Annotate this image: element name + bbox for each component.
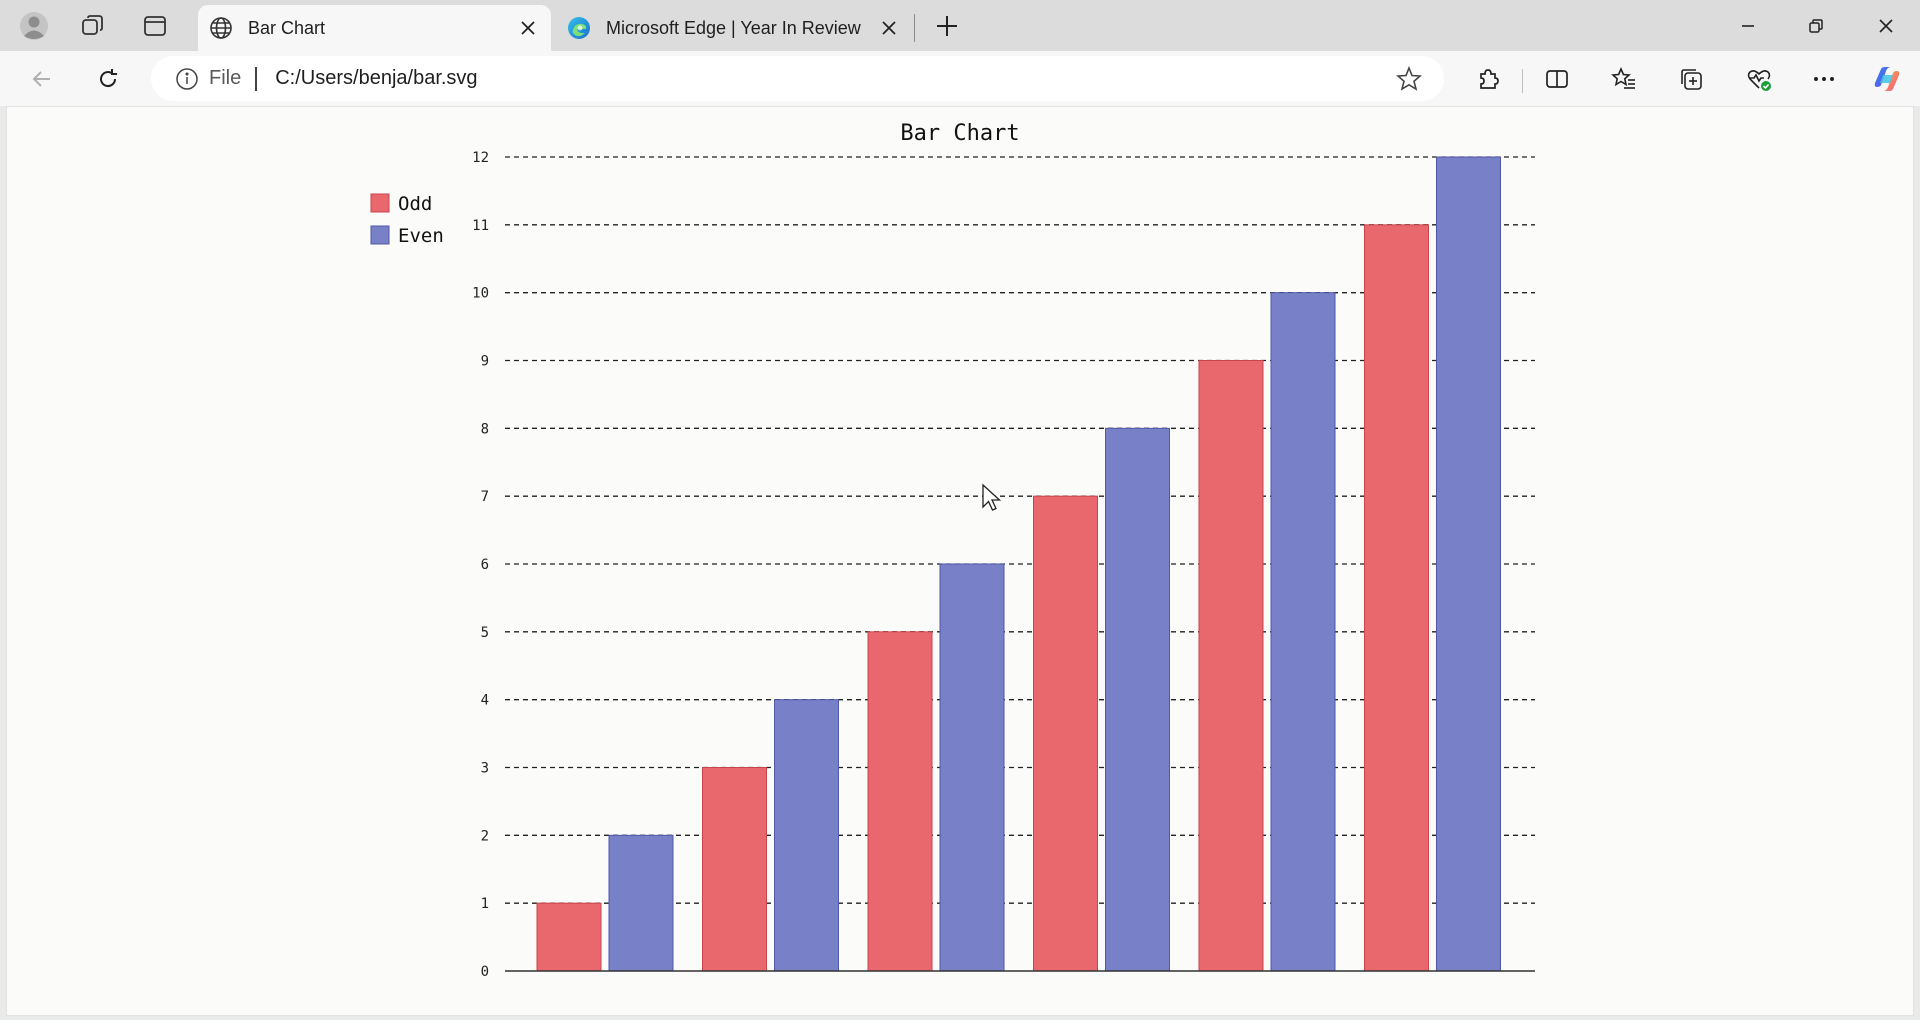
- gridlines: [505, 156, 1535, 904]
- scheme-label: File: [209, 67, 242, 89]
- more-dots-icon: [1814, 77, 1834, 81]
- close-icon: [1879, 18, 1893, 33]
- split-screen-icon: [1546, 70, 1568, 88]
- y-tick-label: 1: [481, 896, 489, 912]
- y-tick-label: 3: [481, 761, 489, 777]
- arrow-left-icon: [32, 71, 50, 87]
- site-info-button[interactable]: [175, 67, 199, 91]
- url-text[interactable]: C:/Users/benja/bar.svg: [275, 67, 478, 89]
- minimize-icon: [1742, 24, 1754, 27]
- y-tick-label: 10: [472, 286, 489, 302]
- legend: Odd Even: [370, 193, 444, 247]
- edge-logo-icon: [568, 17, 590, 39]
- collections-icon: [1681, 69, 1702, 90]
- bar-even-6: [1436, 156, 1501, 972]
- y-tick-label: 8: [481, 421, 489, 437]
- page-content: Bar Chart 0 1 2 3 4 5 6 7 8 9 10 11 12 Odd Even: [6, 106, 1914, 1016]
- bar-odd-3: [867, 631, 933, 972]
- y-tick-label: 0: [481, 964, 489, 980]
- bar-even-2: [774, 699, 839, 972]
- back-button[interactable]: [20, 57, 64, 101]
- y-tick-label: 9: [481, 354, 489, 370]
- toolbar: File C:/Users/benja/bar.svg: [0, 51, 1920, 106]
- close-icon: [882, 21, 896, 35]
- refresh-button[interactable]: [86, 57, 130, 101]
- y-tick-label: 4: [481, 693, 489, 709]
- toolbar-separator: [1522, 69, 1523, 93]
- mouse-cursor-icon: [982, 483, 1002, 511]
- close-window-button[interactable]: [1852, 0, 1920, 51]
- y-tick-label: 11: [472, 218, 489, 234]
- y-tick-label: 2: [481, 828, 489, 844]
- favorites-button[interactable]: [1602, 57, 1646, 101]
- bar-odd-2: [702, 767, 767, 972]
- plus-icon: [937, 16, 957, 36]
- refresh-icon: [100, 69, 117, 88]
- heart-pulse-icon: [1747, 70, 1771, 91]
- y-tick-label: 12: [472, 150, 489, 166]
- address-bar[interactable]: File C:/Users/benja/bar.svg: [151, 56, 1444, 101]
- info-icon: [176, 67, 198, 90]
- tab-separator: [914, 14, 915, 42]
- bar-even-3: [939, 563, 1005, 972]
- new-tab-button[interactable]: [925, 6, 969, 46]
- bar-odd-6: [1364, 224, 1429, 972]
- legend-label-even: Even: [398, 225, 444, 247]
- browser-essentials-button[interactable]: [1737, 57, 1781, 101]
- tab-strip: Bar Chart Microsoft Edge | Year In Revie…: [0, 0, 1920, 51]
- restore-icon: [1809, 18, 1823, 33]
- copilot-icon: [1874, 67, 1900, 91]
- tab-actions-button[interactable]: [133, 6, 177, 46]
- close-tab-button[interactable]: [878, 17, 900, 39]
- extensions-button[interactable]: [1466, 57, 1510, 101]
- plot-background: [501, 147, 1535, 947]
- settings-more-button[interactable]: [1802, 57, 1846, 101]
- bar-odd-1: [536, 902, 602, 972]
- bar-odd-5: [1198, 360, 1264, 972]
- y-tick-label: 6: [481, 557, 489, 573]
- bar-even-4: [1105, 427, 1170, 972]
- tab-title: Bar Chart: [248, 17, 326, 38]
- workspaces-icon: [82, 15, 103, 35]
- profile-icon: [20, 12, 48, 40]
- close-tab-button[interactable]: [517, 17, 539, 39]
- y-tick-label: 7: [481, 489, 489, 505]
- split-screen-button[interactable]: [1535, 57, 1579, 101]
- tab-title: Microsoft Edge | Year In Review: [606, 17, 861, 38]
- favorite-star-icon[interactable]: [1396, 66, 1422, 92]
- address-divider: [255, 66, 258, 91]
- globe-icon: [210, 17, 232, 39]
- copilot-button[interactable]: [1865, 57, 1909, 101]
- tab-year-in-review[interactable]: Microsoft Edge | Year In Review: [556, 5, 916, 51]
- y-tick-label: 5: [481, 625, 489, 641]
- bar-even-1: [608, 834, 674, 972]
- favorites-list-icon: [1611, 66, 1635, 89]
- workspaces-button[interactable]: [71, 6, 115, 46]
- legend-swatch-even: [370, 225, 390, 245]
- restore-button[interactable]: [1782, 0, 1850, 51]
- vertical-tabs-icon: [144, 16, 166, 36]
- collections-button[interactable]: [1669, 57, 1713, 101]
- profile-button[interactable]: [12, 6, 56, 46]
- bars: [536, 156, 1501, 972]
- close-icon: [521, 21, 535, 35]
- chart-title: Bar Chart: [900, 121, 1019, 146]
- legend-label-odd: Odd: [398, 193, 432, 215]
- legend-swatch-odd: [370, 193, 390, 213]
- tab-bar-chart[interactable]: Bar Chart: [198, 5, 551, 51]
- bar-odd-4: [1033, 495, 1098, 972]
- puzzle-icon: [1480, 69, 1499, 89]
- minimize-button[interactable]: [1714, 0, 1782, 51]
- bar-even-5: [1270, 292, 1336, 972]
